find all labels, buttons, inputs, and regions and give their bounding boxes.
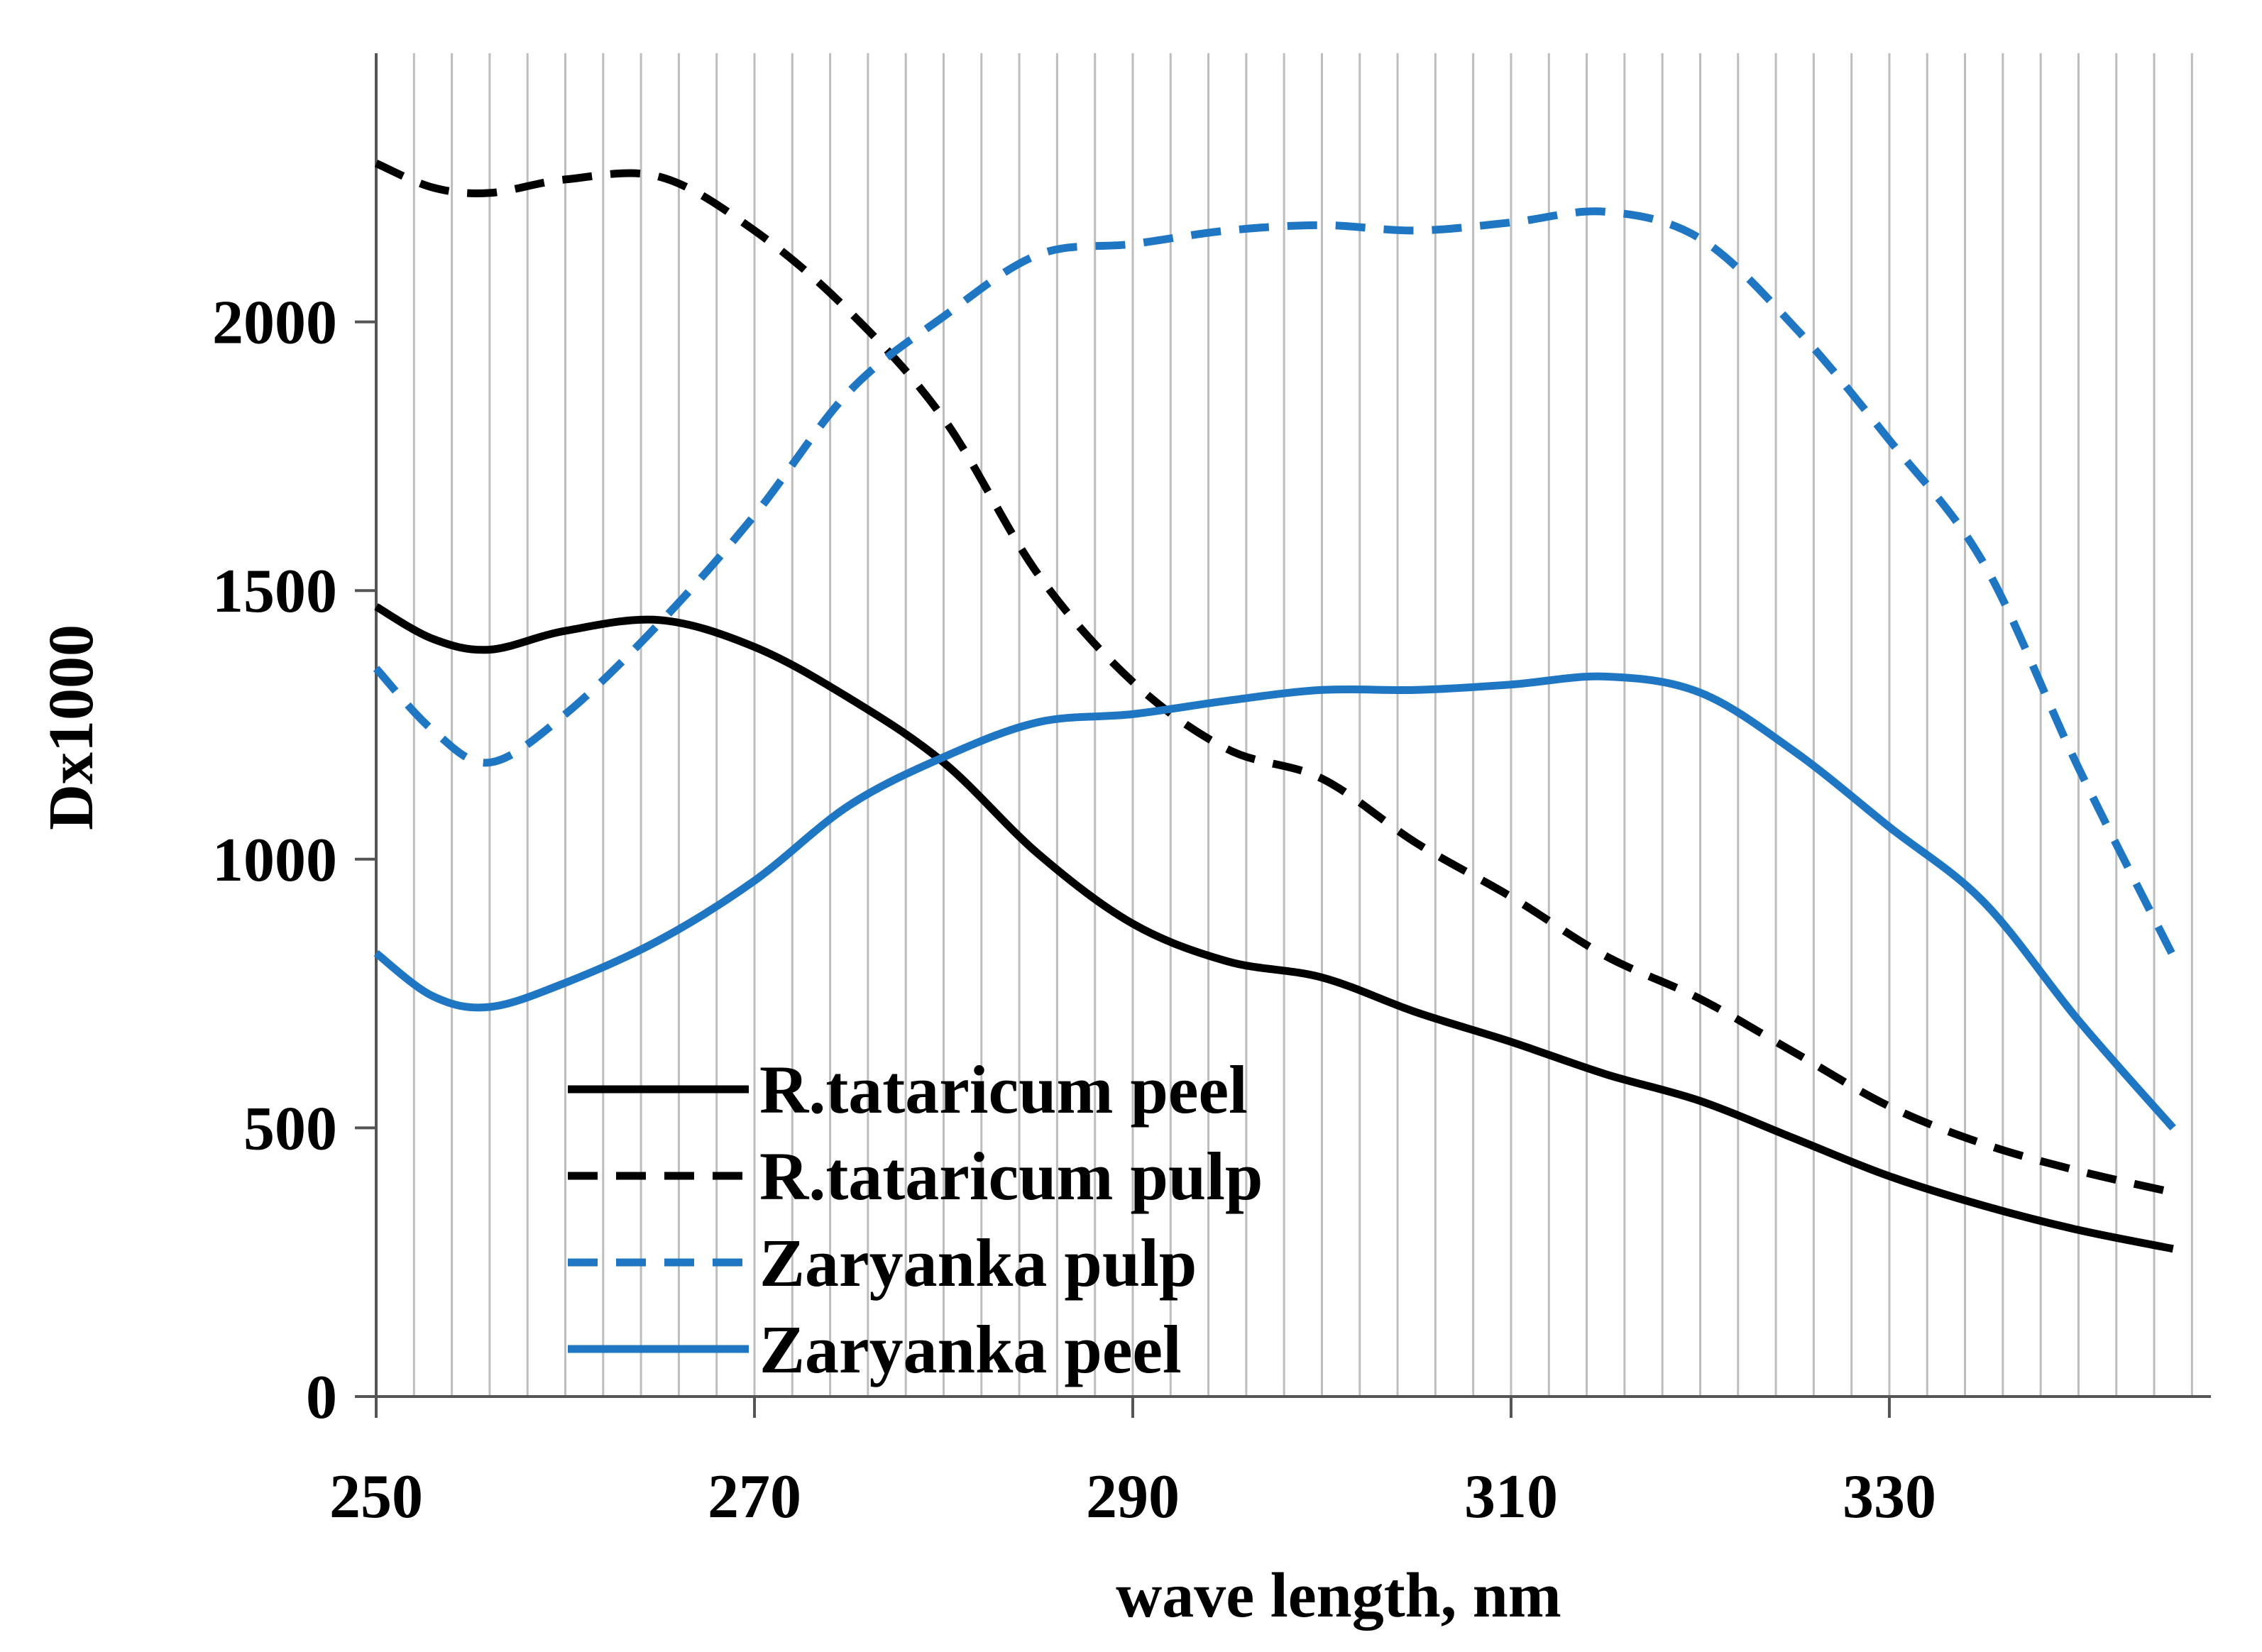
vertical-gridlines	[412, 53, 2193, 1397]
legend: R.tataricum peel R.tataricum pulp Zaryanka…	[568, 1052, 1263, 1387]
series-lines	[373, 160, 2177, 1253]
x-tick-label: 250	[329, 1463, 423, 1531]
y-tick-label: 1500	[212, 557, 337, 626]
y-tick-label: 2000	[212, 289, 337, 358]
x-axis-title: wave length, nm	[1116, 1560, 1561, 1631]
series-line-r-tataricum-peel	[374, 603, 2174, 1253]
legend-label-zaryanka-peel: Zaryanka peel	[759, 1311, 1182, 1387]
axis-ticks: 0 500 1000 1500 2000 250 270 290 310 330	[212, 289, 1936, 1531]
y-tick-label: 0	[306, 1363, 337, 1432]
series-line-r-tataricum-pulp	[374, 160, 2174, 1196]
x-tick-label: 270	[708, 1463, 801, 1531]
y-axis-title: Dx1000	[36, 624, 106, 830]
axes	[355, 53, 2211, 1418]
series-line-zaryanka-peel	[373, 672, 2176, 1131]
y-tick-label: 1000	[212, 826, 337, 895]
legend-label-r-tataricum-pulp: R.tataricum pulp	[759, 1138, 1263, 1214]
y-tick-label: 500	[243, 1094, 337, 1163]
series-line-zaryanka-pulp	[373, 207, 2177, 958]
legend-label-r-tataricum-peel: R.tataricum peel	[759, 1052, 1248, 1128]
x-tick-label: 330	[1843, 1463, 1936, 1531]
x-tick-label: 290	[1086, 1463, 1180, 1531]
legend-label-zaryanka-pulp: Zaryanka pulp	[759, 1225, 1197, 1301]
x-tick-label: 310	[1464, 1463, 1558, 1531]
